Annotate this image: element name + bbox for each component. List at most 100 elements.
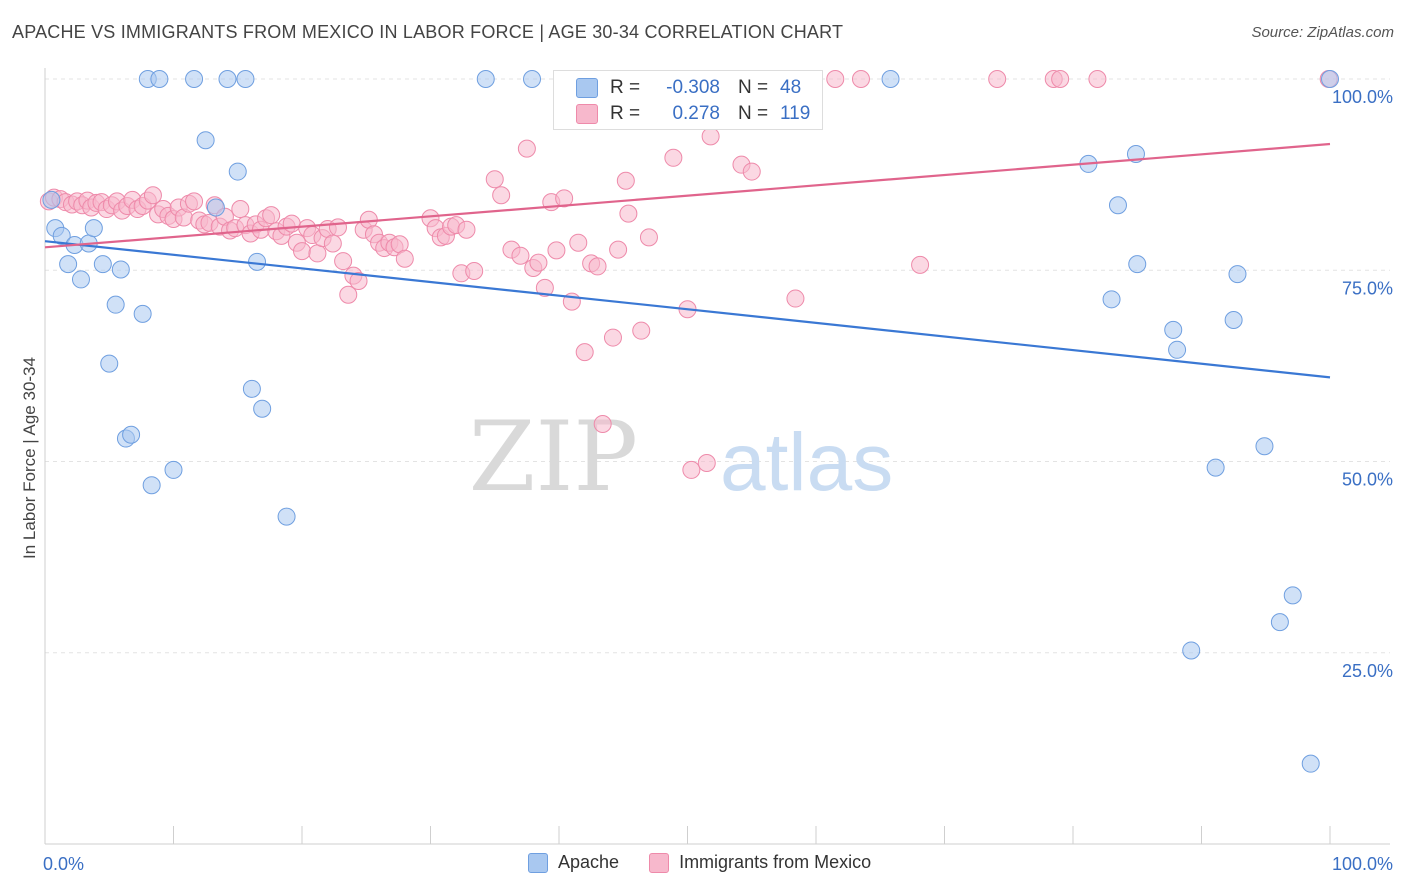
r-value: -0.308 [666, 77, 720, 98]
data-point [231, 200, 250, 219]
data-point [619, 204, 638, 223]
legend-label: Apache [558, 852, 620, 872]
data-point [701, 127, 720, 146]
data-point [1182, 641, 1201, 660]
data-point [185, 70, 204, 88]
data-point [632, 321, 651, 340]
data-point [71, 270, 90, 289]
data-point [485, 170, 504, 189]
r-value: 0.278 [672, 103, 720, 124]
source-credit: Source: ZipAtlas.com [1251, 24, 1394, 41]
data-point [282, 214, 301, 233]
data-point [1270, 613, 1289, 632]
data-point [196, 131, 215, 150]
x-tick-label: 0.0% [43, 854, 84, 874]
data-point [142, 476, 161, 495]
data-point [529, 253, 548, 272]
data-point [93, 255, 112, 274]
data-point [42, 190, 61, 209]
data-point [150, 70, 169, 88]
data-point [547, 241, 566, 260]
data-point [1051, 70, 1070, 88]
data-point [697, 454, 716, 473]
data-point [323, 234, 342, 253]
data-point [517, 139, 536, 158]
data-point [122, 425, 141, 444]
data-point [786, 289, 805, 308]
data-points [39, 70, 1339, 773]
legend-item-mexico[interactable]: Immigrants from Mexico [649, 852, 871, 873]
data-point [1224, 310, 1243, 329]
trend-line [44, 142, 1331, 249]
data-point [339, 285, 358, 304]
data-point [59, 255, 78, 274]
data-point [111, 260, 130, 279]
data-point [1164, 320, 1183, 339]
data-point [334, 252, 353, 271]
data-point [293, 242, 311, 261]
data-point [206, 198, 225, 217]
data-point [242, 379, 261, 398]
y-tick-label: 75.0% [1342, 278, 1393, 298]
data-point [881, 70, 900, 88]
n-value: 119 [780, 103, 811, 124]
data-point [185, 192, 204, 211]
data-point [826, 70, 845, 88]
data-point [248, 252, 267, 271]
axes [44, 68, 1390, 845]
data-point [84, 219, 103, 238]
legend-label: Immigrants from Mexico [679, 852, 872, 872]
y-tick-label: 50.0% [1342, 470, 1393, 490]
y-tick-label: 25.0% [1342, 661, 1393, 681]
series-legend: Apache Immigrants from Mexico [528, 852, 871, 873]
data-point [1088, 70, 1107, 88]
apache-swatch [576, 78, 598, 98]
data-point [523, 70, 542, 88]
n-label: N = [738, 77, 769, 98]
x-tick-label: 100.0% [1332, 854, 1393, 874]
trend-line [44, 240, 1331, 379]
data-point [465, 262, 484, 281]
data-point [253, 399, 272, 418]
stats-row-apache: R = -0.308 N = 48 [576, 75, 801, 101]
data-point [911, 255, 930, 274]
data-point [851, 70, 870, 88]
data-point [1321, 70, 1339, 88]
watermark-atlas: atlas [720, 417, 893, 508]
data-point [236, 70, 255, 88]
n-value: 48 [780, 77, 802, 98]
data-point [575, 343, 594, 362]
data-point [555, 189, 574, 208]
data-point [1128, 255, 1147, 274]
stats-row-mexico: R = 0.278 N = 119 [576, 101, 810, 127]
mexico-swatch [649, 852, 670, 873]
data-point [277, 507, 296, 526]
watermark: ZIP atlas [469, 401, 893, 513]
data-point [1255, 437, 1274, 456]
data-point [457, 220, 476, 239]
data-point [511, 246, 530, 265]
data-point [395, 249, 414, 268]
mexico-swatch [576, 104, 598, 124]
data-point [742, 162, 761, 181]
data-point [228, 162, 247, 181]
data-point [569, 233, 588, 252]
legend-item-apache[interactable]: Apache [528, 852, 619, 873]
data-point [262, 206, 281, 225]
data-point [588, 257, 607, 276]
data-point [308, 244, 327, 263]
data-point [593, 415, 612, 434]
r-label: R = [610, 77, 641, 98]
tick-labels: 100.0% 75.0% 50.0% 25.0% 0.0% 100.0% [43, 87, 1393, 874]
data-point [639, 228, 658, 247]
data-point [988, 70, 1007, 88]
data-point [535, 278, 554, 297]
data-point [1228, 265, 1247, 284]
trend-lines [44, 142, 1331, 379]
data-point [100, 354, 119, 373]
data-point [1283, 586, 1302, 605]
data-point [164, 460, 183, 479]
data-point [492, 186, 511, 205]
data-point [52, 226, 71, 245]
data-point [616, 171, 635, 190]
